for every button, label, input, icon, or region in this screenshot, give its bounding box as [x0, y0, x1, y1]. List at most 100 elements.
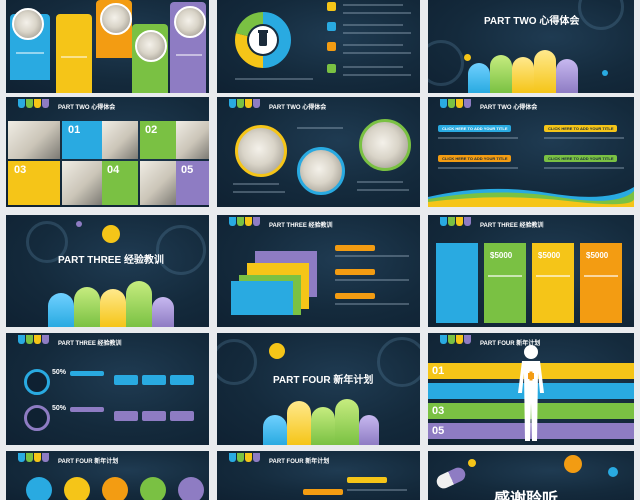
slide-thumbnail-part-three-layers[interactable]: PART THREE 经验教训	[217, 215, 420, 327]
decor-dot	[253, 217, 260, 226]
slide-thumbnail-picture-cards[interactable]	[6, 0, 209, 93]
title-tag: CLICK HERE TO ADD YOUR TITLE	[544, 125, 618, 132]
pillar-green	[74, 287, 100, 327]
photo-circle	[100, 3, 132, 35]
human-figure-icon	[518, 345, 544, 441]
pillar-group	[48, 281, 174, 327]
pillar-yellow	[534, 50, 556, 93]
pillar-yellow	[287, 401, 311, 445]
pillar-green	[490, 55, 512, 93]
price-card-blue	[436, 243, 478, 323]
chart-bar	[142, 411, 166, 421]
tag-bar	[347, 477, 387, 483]
slide-thumbnail-part-four-body[interactable]: PART FOUR 新年计划 01 03 05	[428, 333, 634, 445]
decor-dot	[76, 221, 82, 227]
slide-thumbnail-part-three-stats[interactable]: PART THREE 经验教训 50% 50%	[6, 333, 209, 445]
text-line	[347, 489, 407, 491]
price-label: $5000	[538, 251, 561, 260]
decor-dot	[26, 99, 33, 108]
decor-dot	[468, 459, 476, 467]
decor-ring	[156, 225, 206, 275]
pillar-purple	[556, 59, 578, 93]
chart-bar	[142, 375, 166, 385]
slide-thumbnail-part-two-tags[interactable]: PART TWO 心得体会 CLICK HERE TO ADD YOUR TIT…	[428, 97, 634, 207]
text-line	[335, 303, 409, 305]
text-line	[343, 32, 411, 34]
slide-thumbnail-part-two-circles[interactable]: PART TWO 心得体会	[217, 97, 420, 207]
slide-header: PART TWO 心得体会	[269, 105, 327, 111]
pillar-purple	[359, 415, 379, 445]
slide-thumbnail-part-two-title[interactable]: PART TWO 心得体会	[428, 0, 634, 93]
slide-header: PART THREE 经验教训	[58, 341, 122, 347]
band-green	[428, 403, 634, 419]
text-line	[357, 181, 403, 183]
chart-bar	[170, 375, 194, 385]
decor-dot	[42, 453, 49, 462]
slide-thumbnail-part-four-bottom[interactable]: PART FOUR 新年计划	[217, 451, 420, 500]
decor-dot	[102, 225, 120, 243]
number-label: 03	[432, 405, 445, 417]
icon-circle-green	[140, 477, 166, 500]
photo-circle	[12, 8, 44, 40]
decor-dot	[464, 54, 471, 61]
slide-thumbnail-donut[interactable]	[217, 0, 420, 93]
text-line	[335, 255, 409, 257]
chart-bar	[114, 411, 138, 421]
color-dots	[440, 335, 476, 345]
text-line	[438, 137, 518, 139]
decor-dot	[464, 217, 471, 226]
number-label: 01	[432, 365, 445, 377]
caption-line	[235, 78, 313, 80]
icon-circle-yellow	[64, 477, 90, 500]
text-line	[343, 12, 411, 14]
decor-dot	[440, 217, 447, 226]
text-line	[176, 54, 202, 56]
photo-tile	[102, 121, 138, 159]
icon-circle-blue	[26, 477, 52, 500]
decor-ring	[428, 40, 464, 86]
decor-dot	[253, 453, 260, 462]
pillar-group	[468, 50, 598, 93]
decor-dot	[34, 99, 41, 108]
text-line	[488, 275, 522, 277]
number-label: 01	[68, 124, 81, 136]
tag-bar	[335, 269, 375, 275]
decor-dot	[464, 335, 471, 344]
pillar-yellow	[512, 57, 534, 93]
photo-circle	[174, 6, 206, 38]
donut-chart	[235, 12, 291, 68]
price-label: $5000	[490, 251, 513, 260]
layer-card-blue	[231, 281, 293, 315]
slide-thumbnail-part-four-icons[interactable]: PART FOUR 新年计划	[6, 451, 209, 500]
photo-tile	[8, 121, 60, 159]
price-card-green	[484, 243, 526, 323]
section-title: PART TWO 心得体会	[484, 16, 580, 27]
slide-thumbnail-part-two-numbered[interactable]: PART TWO 心得体会 01 02 03 04 05	[6, 97, 209, 207]
number-label: 02	[145, 124, 158, 136]
chart-bar	[170, 411, 194, 421]
slide-thumbnail-part-three-prices[interactable]: PART THREE 经验教训 $5000 $5000 $5000	[428, 215, 634, 327]
decor-dot	[440, 335, 447, 344]
number-label: 05	[181, 164, 194, 176]
slide-header: PART FOUR 新年计划	[269, 459, 330, 465]
slide-thumbnail-part-four-title[interactable]: PART FOUR 新年计划	[217, 333, 420, 445]
stat-percent: 50%	[52, 369, 67, 376]
title-tag: CLICK HERE TO ADD YOUR TITLE	[438, 125, 512, 132]
slide-header: PART FOUR 新年计划	[480, 341, 541, 347]
decor-dot	[18, 335, 25, 344]
slide-thumbnail-thanks[interactable]: 感谢聆听	[428, 451, 634, 500]
slide-thumbnail-part-three-title[interactable]: PART THREE 经验教训	[6, 215, 209, 327]
decor-dot	[34, 453, 41, 462]
icon-circle-purple	[178, 477, 204, 500]
text-line	[335, 279, 409, 281]
color-dots	[440, 217, 476, 227]
decor-dot	[456, 99, 463, 108]
pillar-blue	[468, 63, 490, 93]
pillar-group	[263, 399, 379, 445]
text-line	[544, 167, 624, 169]
decor-ring	[217, 339, 257, 385]
card-yellow	[56, 14, 92, 93]
photo-circle	[135, 30, 167, 62]
decor-dot	[448, 99, 455, 108]
